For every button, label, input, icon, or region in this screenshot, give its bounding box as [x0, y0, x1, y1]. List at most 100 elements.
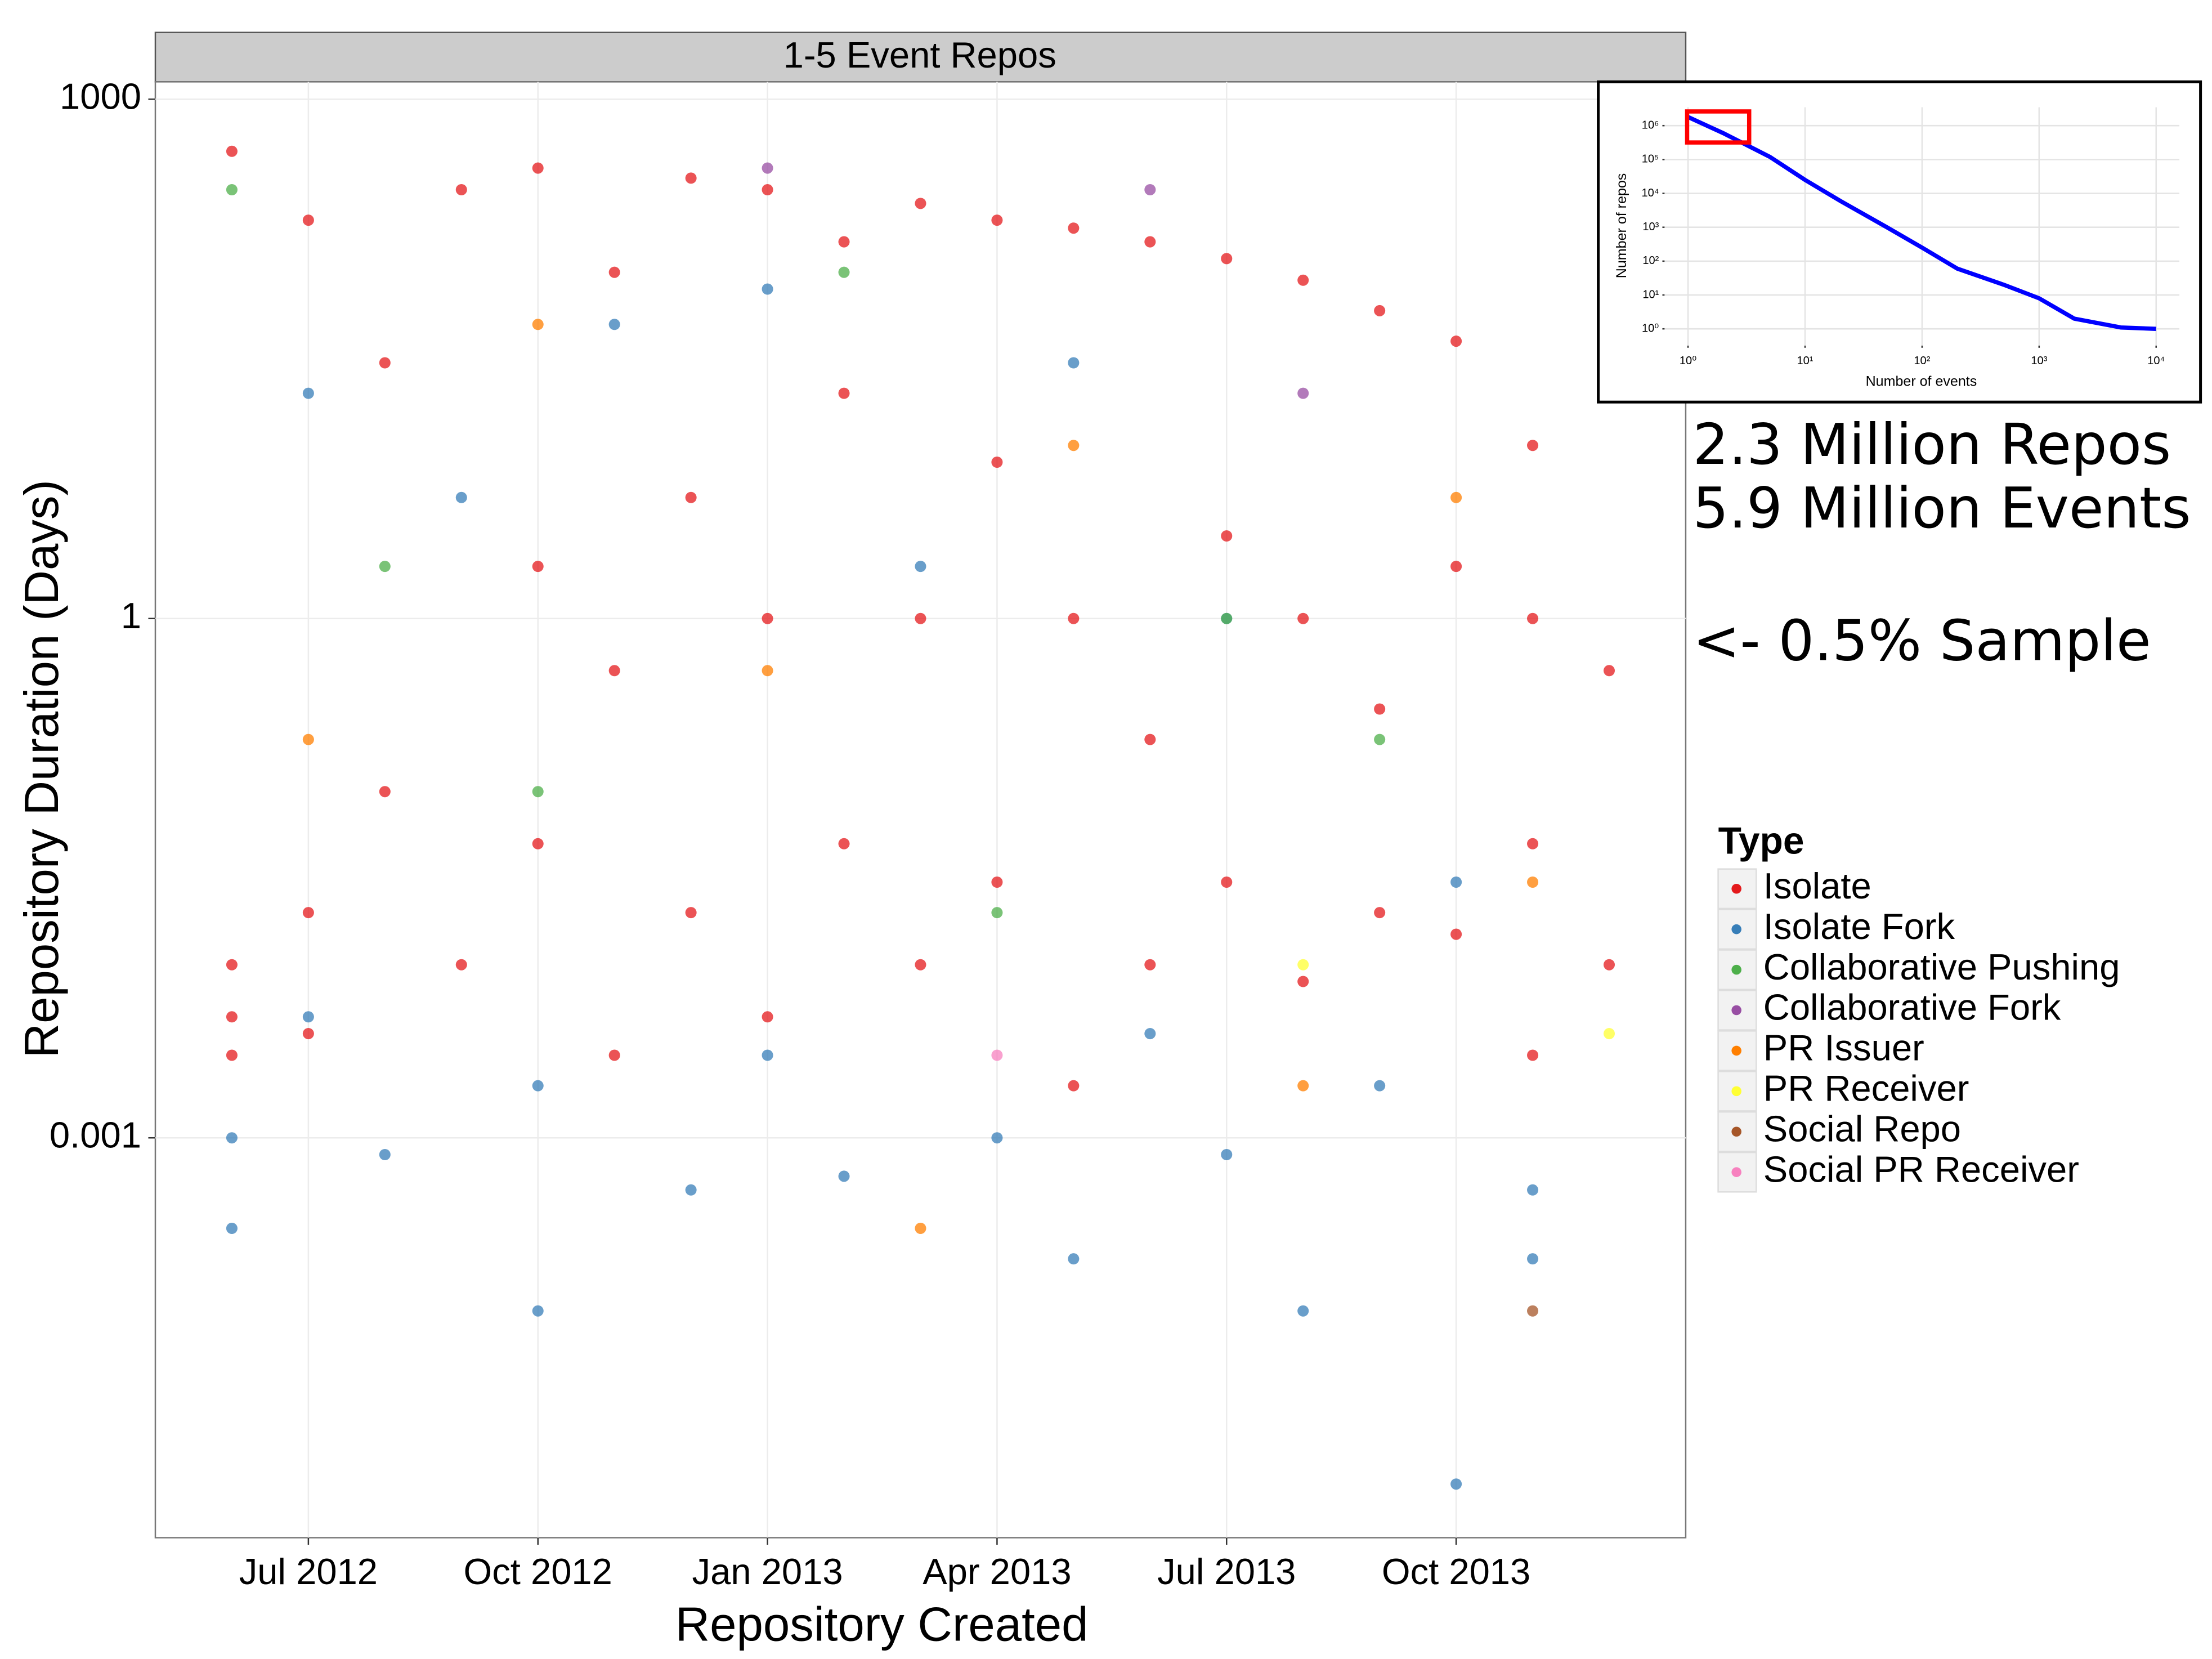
point — [685, 907, 697, 919]
point — [1068, 1253, 1080, 1265]
y-tick-label: 10⁵ — [1642, 153, 1659, 166]
point — [1297, 1080, 1309, 1092]
point — [991, 1132, 1003, 1144]
point — [1221, 1148, 1233, 1161]
point — [991, 876, 1003, 888]
x-tick-label: 10¹ — [1797, 355, 1814, 367]
x-tick-label: Jul 2013 — [1157, 1551, 1296, 1592]
legend-swatch — [1731, 1167, 1741, 1177]
point — [608, 266, 620, 278]
point — [1450, 491, 1462, 503]
point — [226, 1049, 238, 1061]
point — [991, 214, 1003, 226]
x-tick-label: 10⁴ — [2147, 355, 2165, 367]
point — [838, 1170, 850, 1182]
x-axis-title: Repository Created — [675, 1598, 1089, 1651]
legend-swatch — [1731, 1086, 1741, 1097]
point — [915, 612, 926, 624]
line — [1687, 115, 2156, 331]
point — [1450, 336, 1462, 347]
point — [1527, 1049, 1539, 1061]
point — [532, 1080, 544, 1092]
point — [762, 1049, 773, 1061]
point — [532, 838, 544, 849]
point — [838, 838, 850, 849]
point — [1527, 838, 1539, 849]
point — [1221, 530, 1233, 542]
point — [762, 612, 773, 624]
point — [226, 184, 238, 196]
point — [608, 665, 620, 677]
point — [1221, 876, 1233, 888]
point — [1068, 612, 1080, 624]
point — [1374, 734, 1386, 745]
point — [915, 1222, 926, 1235]
point — [532, 561, 544, 573]
point — [608, 1049, 620, 1061]
point — [1068, 357, 1080, 369]
point — [226, 145, 238, 157]
legend-swatch — [1731, 1005, 1741, 1016]
point — [608, 319, 620, 330]
point — [1374, 1080, 1386, 1092]
y-tick-label: 0.001 — [50, 1114, 141, 1155]
point — [1450, 876, 1462, 888]
legend-key — [1717, 1111, 1757, 1152]
point — [455, 959, 467, 971]
legend-label: Collaborative Pushing — [1763, 946, 2120, 987]
x-tick-label: 10⁰ — [1680, 355, 1696, 367]
point — [685, 172, 697, 184]
point — [762, 162, 773, 174]
point — [762, 665, 773, 677]
point — [1297, 274, 1309, 286]
point — [1603, 665, 1615, 677]
point — [838, 236, 850, 248]
point — [226, 959, 238, 971]
point — [1450, 1478, 1462, 1490]
point — [379, 357, 391, 369]
point — [1374, 305, 1386, 316]
legend-key — [1717, 1030, 1757, 1071]
point — [1297, 976, 1309, 987]
legend-swatch — [1731, 883, 1741, 894]
point — [1068, 222, 1080, 234]
point — [838, 387, 850, 399]
x-tick-label: Oct 2013 — [1382, 1551, 1530, 1592]
x-tick-label: 10² — [1914, 355, 1930, 367]
annotation: 2.3 Million Repos — [1692, 412, 2171, 477]
point — [838, 266, 850, 278]
y-tick-label: 10⁶ — [1642, 119, 1659, 131]
point — [532, 1305, 544, 1317]
point — [1144, 1028, 1156, 1040]
main-plot: Jul 2012 Oct 2012 Jan 2013 Apr 2013 Jul 2013… — [50, 75, 1686, 1592]
y-tick-label: 10³ — [1642, 221, 1659, 233]
y-tick-label: 10¹ — [1642, 288, 1659, 301]
point — [302, 1011, 314, 1023]
annotation: <- 0.5% Sample — [1692, 608, 2151, 674]
point — [1527, 440, 1539, 451]
y-tick-label: 10⁴ — [1641, 187, 1659, 199]
point — [1144, 184, 1156, 196]
point — [1527, 1253, 1539, 1265]
legend-swatch — [1731, 1126, 1741, 1137]
x-tick-label: Jan 2013 — [692, 1551, 843, 1592]
point — [991, 456, 1003, 468]
point — [991, 1049, 1003, 1061]
annotation: 5.9 Million Events — [1692, 475, 2191, 541]
legend-label: PR Receiver — [1763, 1068, 1969, 1109]
legend-title: Type — [1718, 820, 1804, 862]
point — [379, 1148, 391, 1161]
legend-label: PR Issuer — [1763, 1027, 1924, 1068]
point — [1068, 440, 1080, 451]
point — [379, 786, 391, 798]
y-tick-label: 10² — [1642, 254, 1659, 267]
legend-swatch — [1731, 924, 1741, 934]
point — [226, 1222, 238, 1235]
legend-swatch — [1731, 1045, 1741, 1056]
legend-label: Isolate Fork — [1763, 906, 1955, 947]
point — [762, 184, 773, 196]
point — [991, 907, 1003, 919]
point — [1603, 1028, 1615, 1040]
